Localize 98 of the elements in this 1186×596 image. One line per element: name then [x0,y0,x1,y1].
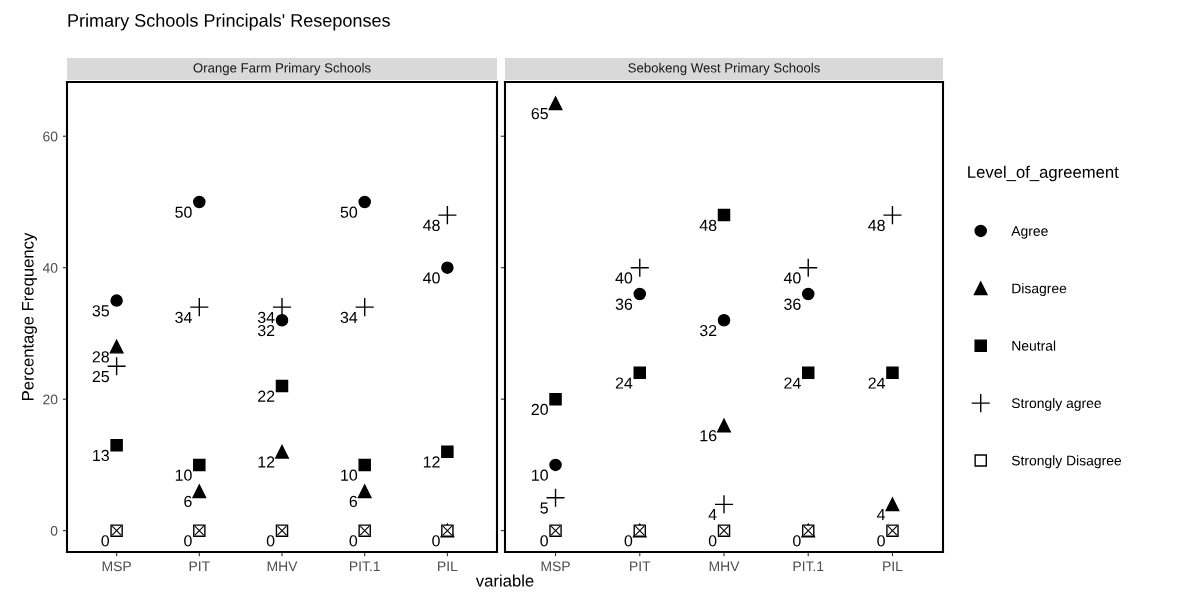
data-label: 0 [540,535,548,547]
data-label: 0 [349,535,358,547]
point [441,445,454,459]
data-label: 22 [258,390,275,402]
y-tick-label: 60 [43,131,58,142]
data-label: 10 [532,469,548,481]
point [548,96,563,111]
point [358,195,371,209]
data-label: 34 [175,311,192,324]
data-label: 50 [175,206,192,218]
point [110,294,123,307]
data-label: 0 [101,535,110,547]
legend-label: Neutral [1012,340,1056,351]
point [717,314,731,327]
chart-subtitle: Sebokeng West Primary Schools [628,62,820,76]
data-label: 25 [92,370,109,383]
y-tick-label: 40 [42,263,58,273]
point [633,287,647,301]
x-tick-label: MHV [267,561,298,572]
point [633,366,647,380]
data-label: 5 [540,502,548,514]
chart-title: Primary Schools Principals' Reseponses [68,13,390,31]
data-label: 0 [266,535,275,547]
data-label: 36 [615,298,633,310]
x-tick-label: PIL [438,561,458,572]
point [801,287,815,301]
data-label: 24 [868,377,886,389]
legend-label: Agree [1011,226,1048,239]
data-label: 4 [877,509,886,521]
data-label: 12 [423,456,440,468]
x-tick-label: MHV [709,561,740,572]
point [193,458,206,472]
x-tick-label: PIT [630,561,651,572]
point [885,497,900,512]
data-label: 20 [531,403,548,416]
data-label: 4 [708,509,717,521]
data-label: 0 [708,535,717,547]
point [275,444,289,459]
data-label: 34 [340,311,358,324]
point [549,392,562,406]
legend-label: Strongly Disagree [1011,455,1122,469]
point [717,208,731,222]
point [275,379,289,393]
data-label: 10 [341,469,358,481]
y-tick-label: 0 [50,525,58,536]
data-label: 0 [877,535,885,547]
data-label: 50 [340,206,358,218]
data-label: 0 [793,535,801,547]
x-tick-label: PIT [189,561,210,572]
x-axis-title: variable [475,574,534,587]
y-axis-title: Percentage Frequency [22,232,37,400]
point [192,484,207,499]
point [109,339,124,354]
data-label: 6 [184,495,192,508]
point [630,257,650,278]
data-label: 24 [615,377,633,389]
data-label: 40 [615,272,633,284]
data-label: 48 [699,219,717,232]
legend-title: Level_of_agreement [968,165,1119,182]
chart-subtitle: Orange Farm Primary Schools [193,62,371,76]
point [357,484,372,499]
data-label: 65 [531,107,548,120]
data-label: 40 [423,272,440,284]
point [549,458,562,472]
data-label: 48 [423,219,440,232]
data-label: 24 [784,377,801,389]
legend-label: Disagree [1012,283,1067,297]
data-label: 32 [699,324,717,337]
data-label: 48 [868,219,885,232]
point [193,195,206,209]
x-tick-label: MSP [102,561,131,572]
x-tick-label: PIL [883,561,903,572]
point [110,438,123,452]
data-label: 0 [184,535,192,547]
point [801,366,815,380]
data-label: 34 [257,311,275,324]
data-label: 12 [258,456,275,468]
x-tick-label: PIT.1 [793,561,824,572]
legend-label: Strongly agree [1011,397,1101,411]
y-tick-label: 20 [43,394,58,405]
data-label: 40 [783,272,801,284]
data-label: 10 [175,469,192,481]
data-label: 35 [92,305,109,317]
point [358,458,371,472]
point [441,261,454,274]
data-label: 16 [700,430,717,442]
data-label: 6 [349,495,358,508]
data-label: 36 [784,298,801,310]
data-label: 0 [624,535,633,547]
data-label: 13 [93,449,109,462]
data-label: 28 [92,351,109,363]
x-tick-label: MSP [541,561,570,572]
x-tick-label: PIT.1 [350,561,380,572]
point [886,366,899,380]
data-label: 32 [257,324,275,337]
point [717,418,731,433]
data-label: 0 [432,535,440,547]
point [275,314,289,327]
